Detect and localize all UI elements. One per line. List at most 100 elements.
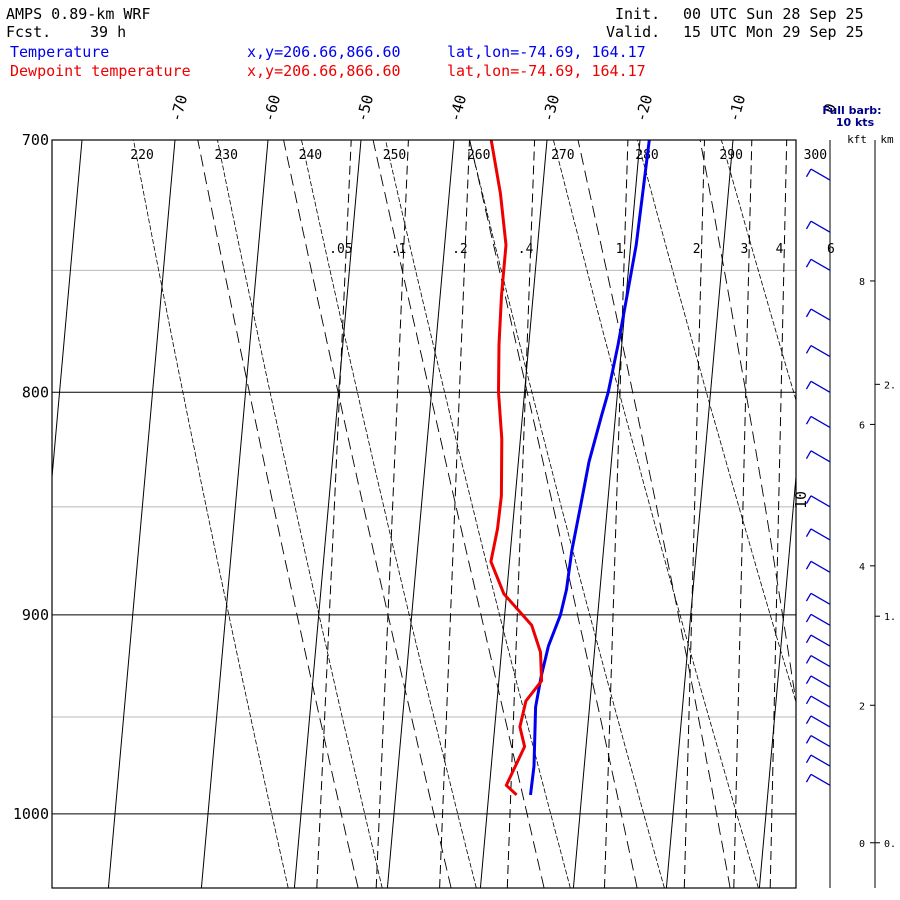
isotherm-label: -20 xyxy=(632,93,656,124)
wind-barb-staff xyxy=(810,675,831,688)
barb-legend-value: 10 kts xyxy=(836,116,875,129)
model-title: AMPS 0.89-km WRF xyxy=(6,5,151,23)
wind-barb-flag xyxy=(805,774,812,783)
wind-barb-flag xyxy=(805,220,812,230)
mixing-ratio-line xyxy=(506,140,536,888)
moist-adiabat xyxy=(829,140,900,888)
wind-barb-staff xyxy=(810,495,831,508)
wind-barb-staff xyxy=(810,613,831,626)
wind-barb-staff xyxy=(810,715,831,728)
wind-barb xyxy=(805,450,831,463)
wind-barb-flag xyxy=(805,675,812,685)
wind-barb-staff xyxy=(810,634,831,647)
wind-barb xyxy=(805,754,831,767)
wind-barb-flag xyxy=(805,715,812,725)
dry-adiabat-label: 250 xyxy=(383,148,406,163)
wind-barb xyxy=(805,308,831,321)
dewpoint-latlon: lat,lon=-74.69, 164.17 xyxy=(447,62,646,80)
wind-barb-staff xyxy=(810,415,831,428)
init-label: Init. xyxy=(615,5,661,23)
kft-label: 2 xyxy=(859,701,865,712)
isotherm-line xyxy=(572,140,641,888)
isotherm-line xyxy=(479,140,548,888)
wind-barb xyxy=(805,735,831,748)
isotherm-label: -50 xyxy=(353,93,377,124)
isotherm-label: -60 xyxy=(260,93,284,124)
isotherm-line xyxy=(758,471,796,888)
wind-barb-flag xyxy=(805,450,812,459)
wind-barb-flag xyxy=(805,695,812,705)
dry-adiabat xyxy=(805,140,900,888)
wind-barb xyxy=(805,773,831,786)
plot-frame xyxy=(51,139,797,889)
dry-adiabat-label: 260 xyxy=(467,148,490,163)
pressure-label: 1000 xyxy=(13,805,49,823)
mixing-ratio-label: 3 xyxy=(740,242,748,257)
legend-dewpoint: Dewpoint temperature xyxy=(10,62,191,80)
isotherm-label: -10 xyxy=(725,93,749,124)
sounding-traces xyxy=(489,140,651,796)
wind-barb-flag xyxy=(805,495,812,504)
wind-barb-staff xyxy=(810,735,831,748)
wind-barb xyxy=(805,695,831,708)
kft-label: 0 xyxy=(859,839,865,850)
dry-adiabat-label: 290 xyxy=(719,148,742,163)
wind-barb xyxy=(805,495,831,508)
wind-barb xyxy=(805,168,831,181)
dewpoint-xy: x,y=206.66,866.60 xyxy=(247,62,401,80)
isotherm-label: 0 xyxy=(820,102,840,115)
temperature-latlon: lat,lon=-74.69, 164.17 xyxy=(447,43,646,61)
moist-adiabat xyxy=(372,140,545,888)
wind-barb-flag xyxy=(805,168,812,178)
isotherm-line xyxy=(107,140,176,888)
wind-barb xyxy=(805,613,831,626)
isotherm-line xyxy=(665,140,734,888)
dry-adiabat-label: 220 xyxy=(130,148,153,163)
wind-barb-staff xyxy=(810,258,831,271)
wind-barb-panel: 0 2 4 6 8 0. 1. 2. 10 xyxy=(792,140,896,888)
mixing-ratio-label: .05 xyxy=(329,242,352,257)
mixing-ratio-line xyxy=(604,140,629,888)
isotherm-line xyxy=(52,140,83,483)
moist-adiabat xyxy=(469,140,638,888)
wind-barb-staff xyxy=(810,560,831,573)
wind-barb xyxy=(805,715,831,728)
init-time: 00 UTC Sun 28 Sep 25 xyxy=(683,5,864,23)
pressure-label: 900 xyxy=(22,606,49,624)
wind-barb xyxy=(805,675,831,688)
wind-barb-staff xyxy=(810,220,831,233)
wind-barb-staff xyxy=(810,655,831,668)
dry-adiabat xyxy=(133,140,289,888)
wind-barb-flag xyxy=(805,528,812,538)
wind-barb-staff xyxy=(810,592,831,605)
wind-barb-flag xyxy=(805,561,812,570)
kft-label: 6 xyxy=(859,420,865,431)
wind-barb-staff xyxy=(810,168,831,181)
km-label: 1. xyxy=(884,612,896,623)
mixing-ratio-line xyxy=(683,140,705,888)
wind-barb xyxy=(805,560,831,573)
wind-barb-staff xyxy=(810,773,831,786)
temperature-xy: x,y=206.66,866.60 xyxy=(247,43,401,61)
wind-barb-staff xyxy=(810,754,831,767)
kft-label: 8 xyxy=(859,277,865,288)
isotherm-label: -70 xyxy=(167,93,191,124)
valid-label: Valid. xyxy=(606,23,661,41)
forecast-label: Fcst. xyxy=(6,23,52,41)
wind-annotation: 10 xyxy=(792,491,810,509)
wind-barb xyxy=(805,655,831,668)
legend-temperature: Temperature xyxy=(10,43,110,61)
wind-barb xyxy=(805,592,831,605)
wind-barb-flag xyxy=(805,754,812,764)
dry-adiabat xyxy=(553,140,759,888)
moist-adiabat xyxy=(699,140,796,706)
wind-barb xyxy=(805,528,831,541)
isotherm-line xyxy=(852,140,900,888)
wind-barb-flag xyxy=(805,735,812,744)
wind-barb-flag xyxy=(805,345,812,354)
dry-adiabat xyxy=(889,140,900,888)
wind-barb-staff xyxy=(810,380,831,393)
mixing-ratio-label: .4 xyxy=(518,242,534,257)
